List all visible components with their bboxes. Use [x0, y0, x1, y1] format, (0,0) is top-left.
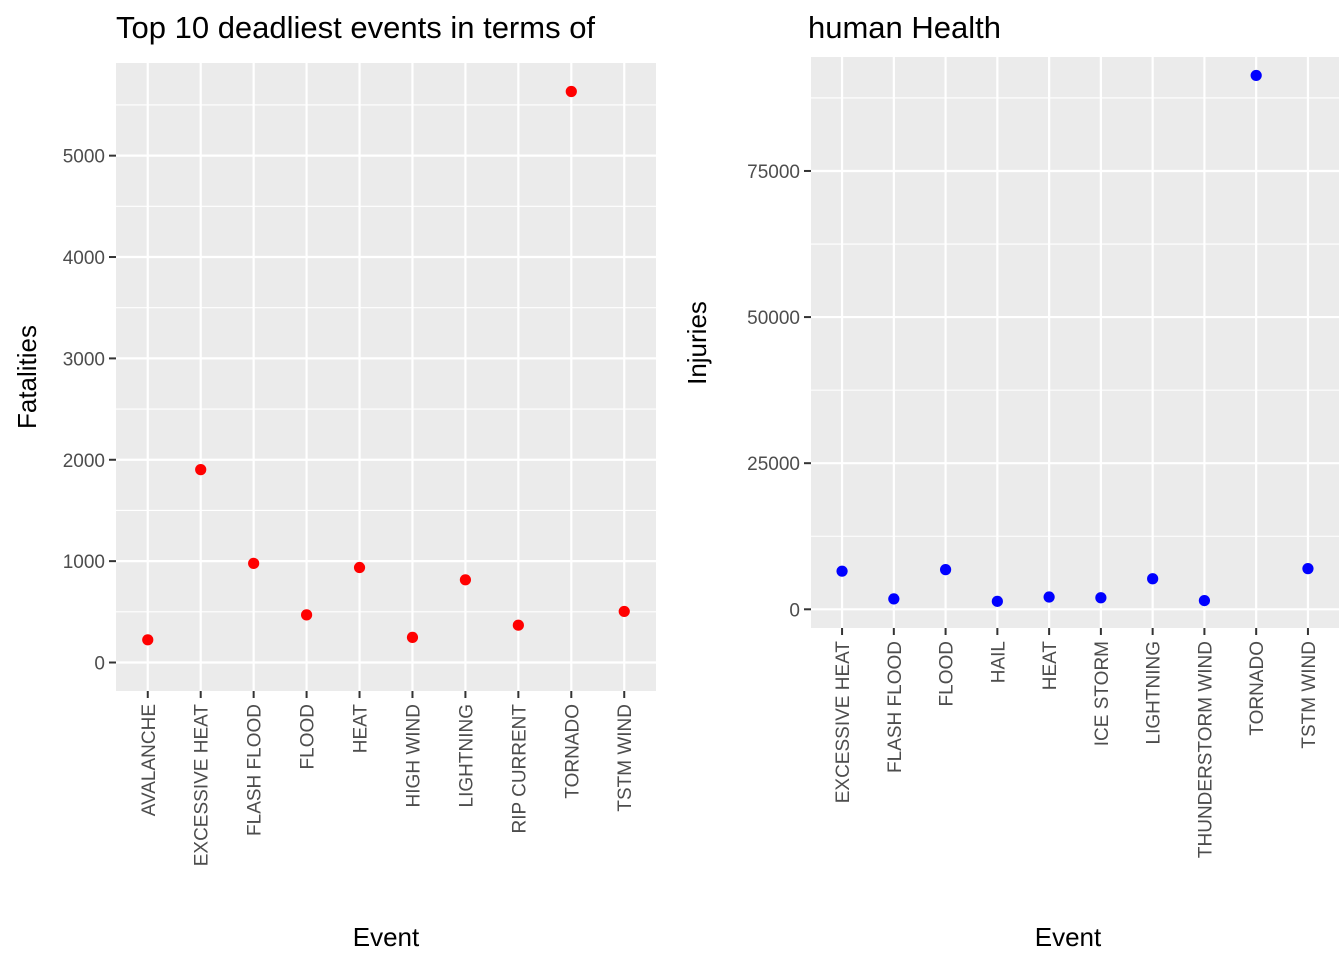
y-tick-label: 4000	[63, 248, 105, 269]
x-tick-label: EXCESSIVE HEAT	[192, 704, 213, 867]
x-tick-label: HEAT	[351, 704, 372, 754]
x-tick-label: RIP CURRENT	[509, 704, 530, 834]
data-point	[1095, 592, 1107, 604]
x-tick-label: FLOOD	[298, 704, 319, 769]
grid-left	[116, 63, 656, 691]
data-point	[618, 605, 630, 618]
points-left	[142, 85, 630, 646]
data-point	[836, 565, 848, 577]
data-point	[1147, 573, 1159, 585]
data-point	[300, 609, 313, 621]
data-point	[512, 619, 524, 631]
x-axis-title-left: Event	[353, 922, 420, 952]
y-axis-title-right: Injuries	[682, 301, 712, 385]
ticks-left: 0 1000 2000 3000 4000 5000 AVALANCHE EXCESSIVE …	[63, 147, 637, 867]
data-point	[406, 631, 419, 643]
x-tick-label: EXCESSIVE HEAT	[833, 641, 854, 804]
y-tick-label: 3000	[63, 349, 105, 370]
y-tick-label: 5000	[63, 147, 105, 168]
x-tick-label: FLASH FLOOD	[245, 704, 266, 836]
x-tick-label: HEAT	[1040, 641, 1061, 691]
data-point	[1250, 69, 1262, 82]
data-point	[565, 85, 577, 98]
x-tick-label: TORNADO	[1247, 641, 1268, 736]
x-tick-label: FLOOD	[937, 641, 958, 706]
data-point	[195, 464, 207, 476]
x-tick-label: THUNDERSTORM WIND	[1195, 641, 1216, 858]
y-axis-title-left: Fatalities	[12, 325, 42, 429]
x-tick-label: TORNADO	[562, 704, 583, 799]
points-right	[836, 69, 1314, 607]
x-tick-label: TSTM WIND	[1299, 641, 1320, 749]
x-tick-label: HAIL	[988, 641, 1009, 683]
data-point	[939, 564, 952, 576]
plot-panel-right	[811, 57, 1339, 628]
fatalities-chart: Top 10 deadliest events in terms of 0 100…	[12, 10, 656, 952]
x-tick-label: LIGHTNING	[1144, 641, 1165, 744]
plot-panel-left	[116, 63, 656, 691]
injuries-chart: human Health 0 25000 50000 75000 EXCESSIVE H…	[682, 10, 1339, 952]
data-point	[888, 593, 900, 605]
chart-title-left: Top 10 deadliest events in terms of	[116, 10, 595, 45]
data-point	[459, 574, 472, 586]
ticks-right: 0 25000 50000 75000 EXCESSIVE HEAT FLASH FLOO…	[747, 162, 1320, 858]
data-point	[353, 561, 366, 574]
x-tick-label: AVALANCHE	[139, 704, 160, 816]
data-point	[1302, 563, 1314, 575]
x-tick-label: HIGH WIND	[403, 704, 424, 807]
data-point	[248, 557, 260, 569]
y-tick-label: 0	[789, 600, 800, 621]
y-tick-label: 2000	[63, 451, 105, 472]
grid-right	[811, 57, 1339, 628]
x-tick-label: ICE STORM	[1092, 641, 1113, 746]
y-tick-label: 25000	[747, 454, 800, 475]
data-point	[142, 634, 154, 646]
y-tick-label: 0	[94, 654, 105, 675]
y-tick-label: 1000	[63, 552, 105, 573]
y-tick-label: 50000	[747, 308, 800, 329]
data-point	[991, 595, 1003, 607]
data-point	[1198, 595, 1211, 607]
x-tick-label: FLASH FLOOD	[885, 641, 906, 773]
x-axis-title-right: Event	[1035, 922, 1102, 952]
y-tick-label: 75000	[747, 162, 800, 183]
x-tick-label: LIGHTNING	[456, 704, 477, 807]
chart-title-right: human Health	[808, 10, 1001, 45]
x-tick-label: TSTM WIND	[615, 704, 636, 812]
data-point	[1043, 591, 1055, 603]
